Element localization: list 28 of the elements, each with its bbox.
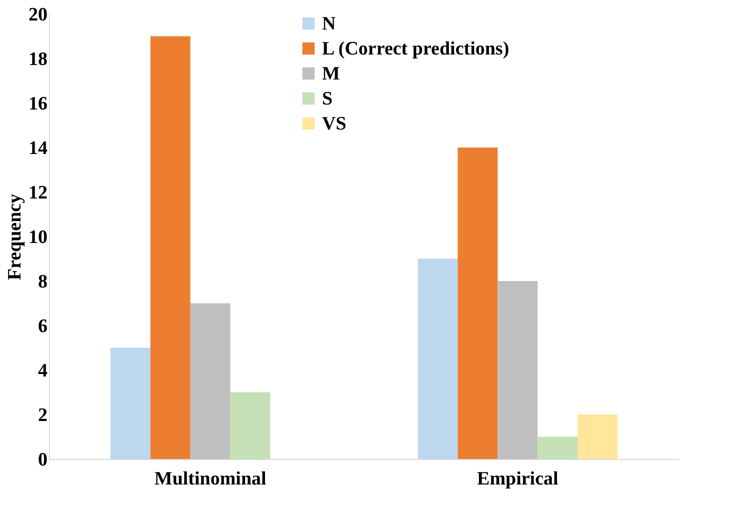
y-tick-label: 8 [38,272,48,292]
legend-label: S [322,88,333,110]
bar [538,436,578,459]
y-tick-label: 2 [38,405,48,426]
y-tick-label: 4 [38,360,48,382]
legend-label: M [322,64,340,84]
legend-label: L (Correct predictions) [322,38,510,60]
y-tick-label: 6 [38,316,48,337]
bar [418,258,458,459]
bar [110,348,150,459]
y-tick-label: 20 [28,4,48,26]
bar [230,392,270,459]
y-tick-label: 14 [28,138,48,159]
bar [578,414,618,459]
legend-label: VS [322,114,346,134]
y-tick-label: 16 [28,94,48,114]
x-tick-label: Multinominal [154,468,266,490]
bar [498,281,538,459]
bar [150,36,190,459]
x-tick-label: Empirical [477,468,558,490]
y-axis-title: Frequency [4,193,26,280]
bar [458,148,498,459]
y-tick-label: 12 [28,182,48,204]
y-tick-label: 10 [28,227,48,248]
y-tick-label: 18 [28,49,48,70]
legend-label: N [322,14,336,34]
bar [190,303,230,459]
y-tick-label: 0 [38,450,48,470]
